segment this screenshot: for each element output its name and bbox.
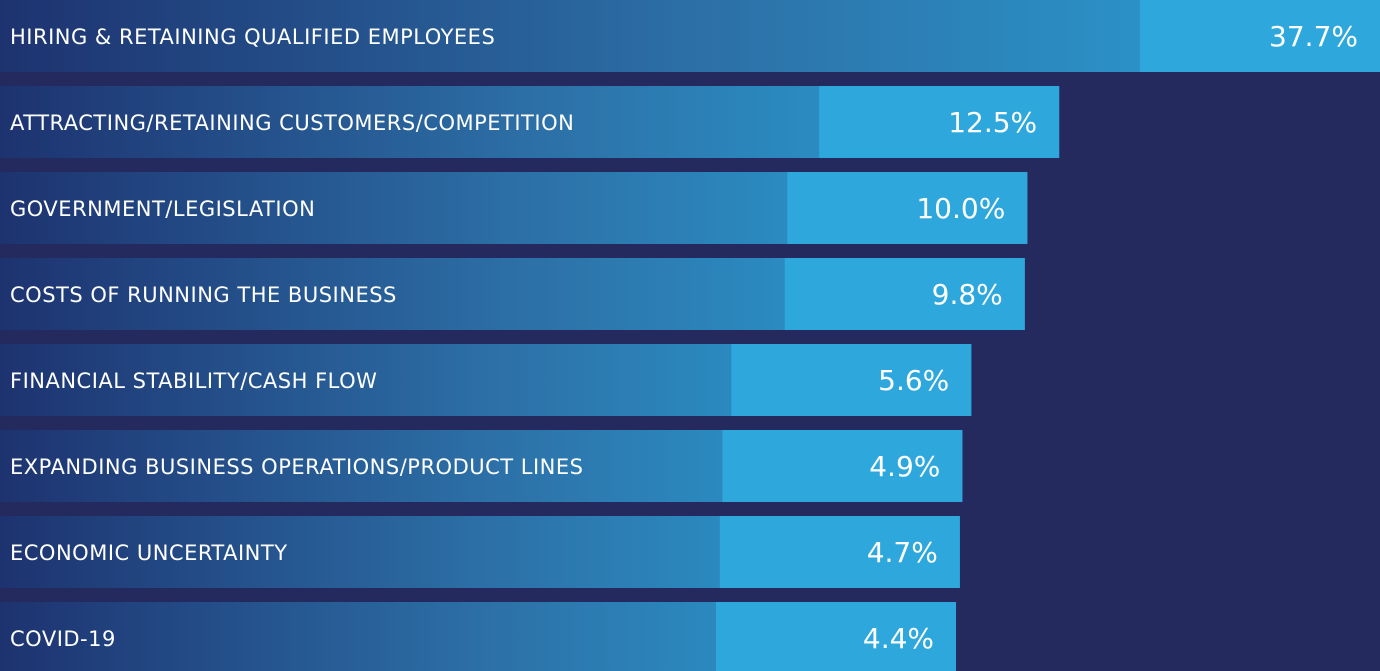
bar-end bbox=[787, 172, 1028, 244]
category-label: FINANCIAL STABILITY/CASH FLOW bbox=[10, 369, 377, 393]
category-label: HIRING & RETAINING QUALIFIED EMPLOYEES bbox=[10, 25, 495, 49]
bar-end bbox=[784, 258, 1025, 330]
bar-end bbox=[1140, 0, 1380, 72]
category-label: EXPANDING BUSINESS OPERATIONS/PRODUCT LI… bbox=[10, 455, 583, 479]
value-label: 37.7% bbox=[1269, 20, 1358, 53]
category-label: ECONOMIC UNCERTAINTY bbox=[10, 541, 288, 565]
bar-end bbox=[819, 86, 1060, 158]
value-label: 4.4% bbox=[863, 622, 934, 655]
value-label: 12.5% bbox=[948, 106, 1037, 139]
bar-end bbox=[716, 602, 957, 671]
value-label: 10.0% bbox=[916, 192, 1005, 225]
category-label: ATTRACTING/RETAINING CUSTOMERS/COMPETITI… bbox=[10, 111, 574, 135]
value-label: 5.6% bbox=[878, 364, 949, 397]
value-label: 4.9% bbox=[869, 450, 940, 483]
category-label: COVID-19 bbox=[10, 627, 116, 651]
bar-end bbox=[719, 516, 960, 588]
value-label: 9.8% bbox=[932, 278, 1003, 311]
bar-end bbox=[731, 344, 972, 416]
bar-end bbox=[722, 430, 963, 502]
value-label: 4.7% bbox=[867, 536, 938, 569]
category-label: COSTS OF RUNNING THE BUSINESS bbox=[10, 283, 397, 307]
category-label: GOVERNMENT/LEGISLATION bbox=[10, 197, 315, 221]
